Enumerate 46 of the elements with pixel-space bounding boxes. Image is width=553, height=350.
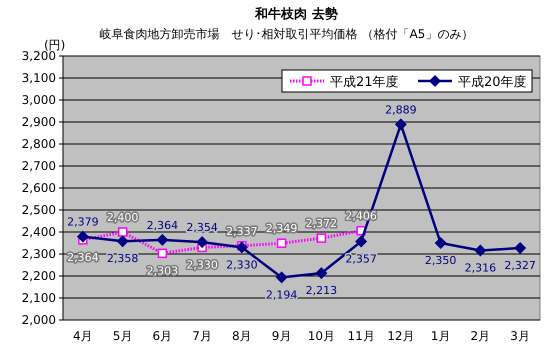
chart-title: 和牛枝肉 去勢 xyxy=(254,6,338,22)
data-label: 2,372 xyxy=(306,217,338,230)
data-label: 2,327 xyxy=(504,259,536,272)
x-tick-label: 10月 xyxy=(308,329,336,343)
y-tick-label: 2,400 xyxy=(22,225,56,239)
x-tick-label: 9月 xyxy=(272,329,292,343)
y-tick-label: 3,200 xyxy=(22,49,56,63)
data-label: 2,889 xyxy=(385,103,417,116)
data-label: 2,379 xyxy=(67,216,99,229)
x-tick-label: 11月 xyxy=(347,329,375,343)
x-tick-label: 7月 xyxy=(192,329,212,343)
x-tick-label: 8月 xyxy=(232,329,252,343)
data-label: 2,364 xyxy=(146,218,178,232)
y-tick-label: 2,700 xyxy=(22,159,56,173)
x-tick-label: 5月 xyxy=(112,329,132,343)
x-tick-label: 2月 xyxy=(470,329,490,343)
y-tick-label: 2,100 xyxy=(22,291,56,305)
chart-subtitle: 岐阜食肉地方卸売市場 せり･相対取引平均価格 （格付「A5」のみ） xyxy=(100,27,474,41)
y-tick-label: 3,000 xyxy=(22,93,56,107)
y-tick-label: 2,800 xyxy=(22,137,56,151)
y-tick-label: 2,000 xyxy=(22,313,56,327)
y-tick-label: 3,100 xyxy=(22,71,56,85)
data-label: 2,330 xyxy=(226,258,258,272)
y-tick-label: 2,300 xyxy=(22,247,56,261)
data-label: 2,316 xyxy=(464,261,496,274)
data-label: 2,213 xyxy=(306,284,338,298)
y-tick-label: 2,900 xyxy=(22,115,56,129)
data-label: 2,358 xyxy=(106,252,138,266)
legend-label: 平成21年度 xyxy=(330,74,399,90)
y-tick-label: 2,600 xyxy=(22,181,56,195)
legend-label: 平成20年度 xyxy=(458,74,527,90)
data-label: 2,330 xyxy=(186,258,218,272)
x-tick-label: 3月 xyxy=(510,329,530,343)
data-label: 2,364 xyxy=(67,250,99,264)
x-tick-label: 4月 xyxy=(73,329,93,343)
y-tick-label: 2,500 xyxy=(22,203,56,217)
data-label: 2,400 xyxy=(106,211,138,224)
data-label: 2,303 xyxy=(146,264,178,278)
y-tick-label: 2,200 xyxy=(22,269,56,283)
x-tick-label: 1月 xyxy=(430,329,450,343)
data-label: 2,350 xyxy=(424,254,456,267)
data-label: 2,357 xyxy=(345,252,377,266)
x-tick-label: 6月 xyxy=(152,329,172,343)
y-axis-title: (円) xyxy=(44,38,66,52)
data-label: 2,354 xyxy=(186,221,218,234)
x-tick-label: 12月 xyxy=(387,329,415,343)
